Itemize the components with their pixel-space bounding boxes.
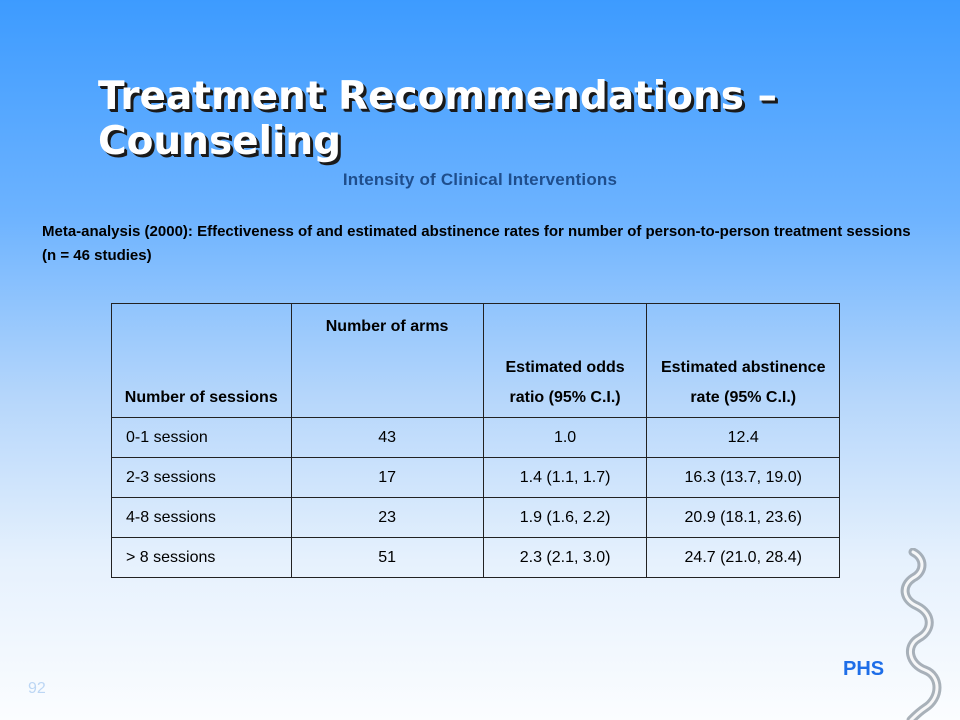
phs-swirl-logo-icon [900, 548, 942, 720]
cell-sessions: 2-3 sessions [111, 457, 292, 498]
cell-abstinence-rate: 12.4 [646, 417, 840, 458]
page-number: 92 [28, 680, 46, 697]
table-row: 4-8 sessions 23 1.9 (1.6, 2.2) 20.9 (18.… [111, 497, 840, 538]
cell-sessions: 4-8 sessions [111, 497, 292, 538]
table-row: 2-3 sessions 17 1.4 (1.1, 1.7) 16.3 (13.… [111, 457, 840, 498]
cell-odds-ratio: 1.0 [482, 417, 648, 458]
header-abstinence-rate: Estimated abstinence rate (95% C.I.) [646, 303, 840, 418]
phs-logo-text: PHS [843, 658, 885, 680]
header-number-of-sessions: Number of sessions [111, 303, 292, 418]
table-row: > 8 sessions 51 2.3 (2.1, 3.0) 24.7 (21.… [111, 537, 840, 578]
table-row: 0-1 session 43 1.0 12.4 [111, 417, 840, 458]
cell-odds-ratio: 2.3 (2.1, 3.0) [482, 537, 648, 578]
intro-text: Meta-analysis (2000): Effectiveness of a… [42, 223, 911, 264]
cell-arms: 51 [290, 537, 484, 578]
slide-subtitle: Intensity of Clinical Interventions [342, 170, 618, 189]
cell-odds-ratio: 1.9 (1.6, 2.2) [482, 497, 648, 538]
cell-arms: 23 [290, 497, 484, 538]
cell-sessions: > 8 sessions [111, 537, 292, 578]
cell-abstinence-rate: 24.7 (21.0, 28.4) [646, 537, 840, 578]
cell-arms: 17 [290, 457, 484, 498]
header-number-of-arms: Number of arms [290, 303, 484, 418]
table-header-row: Number of sessions Number of arms Estima… [111, 303, 840, 418]
cell-odds-ratio: 1.4 (1.1, 1.7) [482, 457, 648, 498]
cell-sessions: 0-1 session [111, 417, 292, 458]
cell-abstinence-rate: 16.3 (13.7, 19.0) [646, 457, 840, 498]
cell-abstinence-rate: 20.9 (18.1, 23.6) [646, 497, 840, 538]
header-odds-ratio: Estimated odds ratio (95% C.I.) [482, 303, 648, 418]
cell-arms: 43 [290, 417, 484, 458]
slide-title: Treatment Recommendations – Counseling [98, 74, 778, 164]
results-table: Number of sessions Number of arms Estima… [111, 303, 840, 578]
